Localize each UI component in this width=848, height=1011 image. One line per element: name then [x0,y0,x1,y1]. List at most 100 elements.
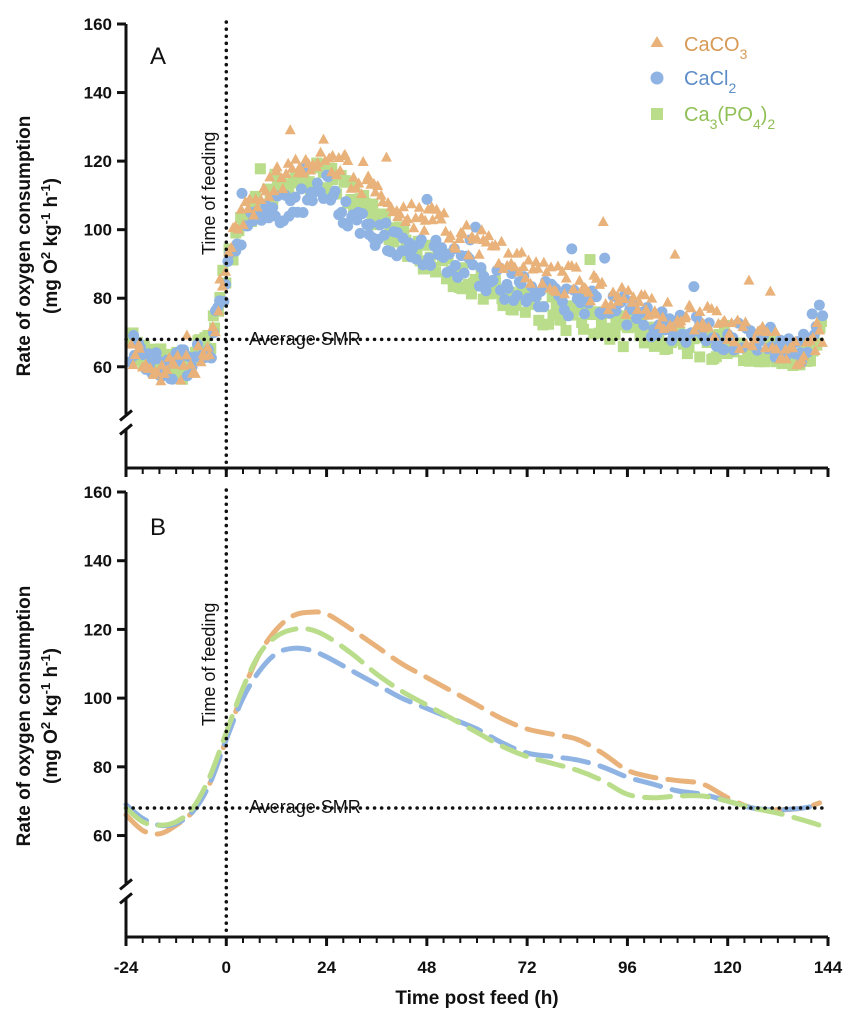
caco3-point [798,350,810,361]
ca3po42-point [550,298,562,310]
cacl2-point [590,291,602,303]
cacl2-point [342,220,354,232]
caco3-point [268,185,280,196]
caco3-point [616,281,628,292]
cacl2-point [668,330,680,342]
ca3po42-point [161,348,173,360]
ca3po42-point [811,339,823,351]
cacl2-point [538,301,550,313]
cacl2-point [311,177,323,189]
cacl2-point [718,344,730,356]
caco3-point [168,358,180,369]
caco3-point [180,349,192,360]
ca3po42-point [272,179,284,191]
caco3-point [583,286,595,297]
caco3-point [596,276,608,287]
panel-b-x-ticks: -24 0 24 48 72 96 120 144 [114,937,843,977]
caco3-point [694,305,706,316]
cacl2-point [297,207,309,219]
cacl2-point [329,185,341,197]
caco3-point [185,358,197,369]
caco3-point [780,353,792,364]
caco3-point [264,171,276,182]
ca3po42-point [322,185,334,197]
panel-b-y-tick-label: 80 [93,758,112,777]
caco3-point [237,219,249,230]
panel-b-y-label-line1: Rate of oxygen consumption [14,586,35,847]
panel-b-lines [123,609,823,837]
caco3-point [408,222,420,233]
ca3po42-point [681,348,693,360]
ca3po42-point [519,306,531,318]
panel-b-x-tick-label: 120 [714,958,742,977]
ca3po42-point [613,319,625,331]
caco3-point [195,356,207,367]
caco3-point [175,374,187,385]
ca3po42-point [585,309,597,321]
cacl2-line [123,645,823,829]
panel-b-y-tick-label: 120 [84,620,112,639]
ca3po42-point [560,324,572,336]
cacl2-point [430,234,442,246]
cacl2-point [579,308,591,320]
caco3-point [739,316,751,327]
panel-b-break-slash [119,892,133,905]
caco3-point [517,260,529,271]
caco3-point [133,338,145,349]
caco3-point [216,280,228,291]
ca3po42-point [303,176,315,188]
cacl2-point [806,308,818,320]
caco3-point [181,329,193,340]
caco3-point [703,321,715,332]
ca3po42-point [555,314,567,326]
ca3po42-point [465,288,477,300]
caco3-point [516,246,528,257]
cacl2-point [688,281,700,293]
ca3po42-point [761,352,773,364]
cacl2-point [502,282,514,294]
caco3-point [567,283,579,294]
cacl2-point [475,262,487,274]
ca3po42-point [457,262,469,274]
panel-b-y-tick-label: 100 [84,689,112,708]
caco3-point [172,349,184,360]
cacl2-point [340,196,352,208]
caco3-point [770,343,782,354]
caco3-point [277,183,289,194]
caco3-point [496,235,508,246]
panel-b-feeding-label: Time of feeding [199,603,219,726]
ca3po42-point [366,208,378,220]
panel-a-break-slash [119,409,133,422]
caco3-point [232,223,244,234]
panel-a-y-tick-label: 80 [93,289,112,308]
ca3po42-point [169,364,181,376]
caco3-point [375,189,387,200]
ca3po42-point [776,358,788,370]
panel-b-y-tick-label: 60 [93,827,112,846]
caco3-point [342,154,354,165]
ca3po42-point [515,284,527,296]
caco3-point [127,359,139,370]
cacl2-point [354,227,366,239]
caco3-point [155,375,167,386]
caco3-point [620,308,632,319]
cacl2-point [817,310,829,322]
caco3-point [650,308,662,319]
cacl2-point [813,299,825,311]
cacl2-point [421,193,433,205]
caco3-point [397,201,409,212]
cacl2-point [235,239,247,251]
ca3po42-point [497,300,509,312]
panel-a-smr-label: Average SMR [249,329,361,349]
caco3-point [348,171,360,182]
ca3po42-point [694,351,706,363]
ca3po42-point [598,323,610,335]
ca3po42-point [595,316,607,328]
cacl2-point [151,353,163,365]
ca3po42-point [202,329,214,341]
caco3-point [513,266,525,277]
caco3-point [602,304,614,315]
caco3-point [353,177,365,188]
caco3-point [642,309,654,320]
ca3po42-point [155,343,167,355]
